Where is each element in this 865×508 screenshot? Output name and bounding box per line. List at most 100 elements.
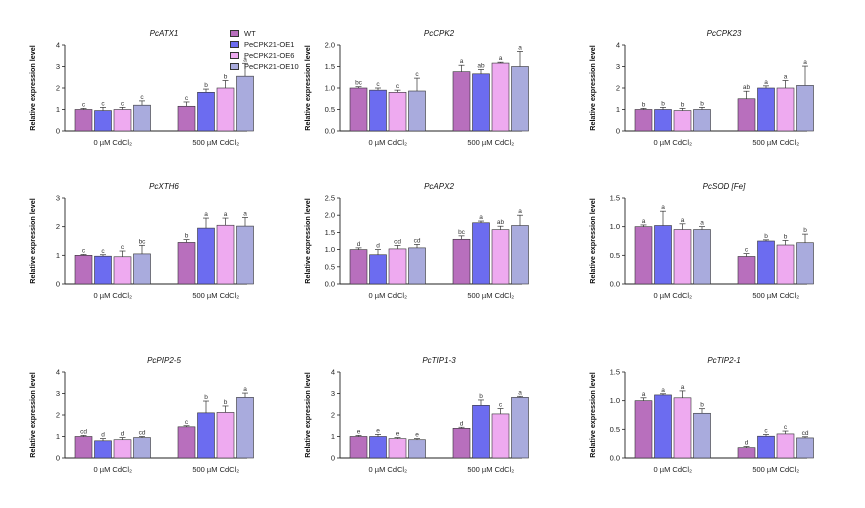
legend-label: PeCPK21-OE6 <box>244 51 295 60</box>
bar <box>796 85 814 132</box>
y-tick-label: 2 <box>56 222 60 231</box>
y-tick-label: 1.0 <box>610 222 620 231</box>
significance-letter: c <box>415 71 419 78</box>
bar <box>776 244 795 285</box>
bar <box>673 110 692 132</box>
bar <box>776 87 795 132</box>
bar <box>94 255 112 285</box>
significance-letter: ab <box>743 84 751 91</box>
significance-letter: c <box>82 101 86 108</box>
y-tick-label: 3 <box>56 389 60 398</box>
bar <box>113 256 132 285</box>
y-tick-label: 1 <box>56 251 60 260</box>
bar <box>388 438 407 459</box>
chart-title: PcCPK23 <box>707 29 742 38</box>
x-category-label: 500 µM CdCl₂ <box>192 138 239 147</box>
legend-label: PeCPK21-OE1 <box>244 40 295 49</box>
significance-letter: a <box>803 59 807 66</box>
chart-panel: PcTIP1-3 Relative expression level 0 1 2 3 4 e e… <box>303 356 529 474</box>
legend-label: PeCPK21-OE10 <box>244 62 299 71</box>
significance-letter: c <box>101 100 105 107</box>
bar <box>776 433 795 459</box>
bar <box>693 109 711 132</box>
chart-panel: PcAPX2 Relative expression level 0.0 0.5 1.0… <box>303 182 529 300</box>
y-axis-label: Relative expression level <box>28 45 37 131</box>
bar <box>634 400 653 459</box>
y-tick-label: 0 <box>616 127 620 136</box>
significance-letter: b <box>204 82 208 89</box>
significance-letter: c <box>499 402 503 409</box>
chart-title: PcPIP2-5 <box>147 356 181 365</box>
significance-letter: a <box>460 58 464 65</box>
significance-letter: a <box>784 73 788 80</box>
bar <box>654 394 672 459</box>
y-tick-label: 0.5 <box>610 425 620 434</box>
significance-letter: d <box>376 243 380 250</box>
bar <box>369 89 387 132</box>
y-tick-label: 2.0 <box>325 41 335 50</box>
y-axis-label: Relative expression level <box>303 45 312 131</box>
significance-letter: b <box>642 101 646 108</box>
significance-letter: c <box>185 95 189 102</box>
bar <box>216 224 235 285</box>
bar <box>94 110 112 132</box>
y-axis-label: Relative expression level <box>303 372 312 458</box>
significance-letter: a <box>204 211 208 218</box>
significance-letter: b <box>661 100 665 107</box>
y-axis-label: Relative expression level <box>28 198 37 284</box>
significance-letter: b <box>185 233 189 240</box>
significance-letter: d <box>745 440 749 447</box>
chart-title: PcAPX2 <box>424 182 454 191</box>
y-tick-label: 0 <box>56 454 60 463</box>
significance-letter: c <box>784 424 788 431</box>
bar <box>349 436 368 459</box>
x-category-label: 500 µM CdCl₂ <box>752 291 799 300</box>
bar <box>133 253 151 285</box>
y-tick-label: 2 <box>56 84 60 93</box>
chart-panel: PcSOD [Fe] Relative expression level 0.0 0.… <box>588 182 814 300</box>
bar <box>511 225 529 285</box>
bar <box>216 412 235 459</box>
y-tick-label: 4 <box>56 41 60 50</box>
significance-letter: c <box>101 248 105 255</box>
bar <box>369 436 387 459</box>
chart-panel: PcCPK2 Relative expression level 0.0 0.5 1.0… <box>303 29 529 147</box>
bar <box>737 256 756 285</box>
significance-letter: a <box>243 210 247 217</box>
significance-letter: a <box>764 79 768 86</box>
bar <box>737 447 756 459</box>
significance-letter: c <box>185 419 189 426</box>
bar <box>634 109 653 132</box>
y-axis-label: Relative expression level <box>588 198 597 284</box>
y-tick-label: 4 <box>331 368 335 377</box>
y-tick-label: 2 <box>56 411 60 420</box>
y-tick-label: 1 <box>616 105 620 114</box>
x-category-label: 0 µM CdCl₂ <box>94 138 133 147</box>
y-tick-label: 0.0 <box>325 280 335 289</box>
x-category-label: 500 µM CdCl₂ <box>752 465 799 474</box>
significance-letter: cd <box>394 238 401 245</box>
significance-letter: a <box>243 386 247 393</box>
bar <box>408 90 426 132</box>
legend-item-oe6: PeCPK21-OE6 <box>230 50 299 61</box>
bar <box>757 435 775 459</box>
legend-swatch <box>230 30 239 37</box>
x-category-label: 0 µM CdCl₂ <box>654 291 693 300</box>
bar <box>757 87 775 132</box>
bar <box>177 426 196 459</box>
significance-letter: bc <box>139 238 147 245</box>
significance-letter: b <box>764 233 768 240</box>
significance-letter: a <box>661 204 665 211</box>
legend-swatch <box>230 52 239 59</box>
bar <box>408 439 426 459</box>
bar <box>177 242 196 285</box>
bar <box>654 225 672 285</box>
bar <box>757 240 775 285</box>
y-axis-label: Relative expression level <box>303 198 312 284</box>
significance-letter: a <box>479 214 483 221</box>
bar <box>472 222 490 285</box>
y-tick-label: 0 <box>56 280 60 289</box>
significance-letter: a <box>642 218 646 225</box>
significance-letter: b <box>204 394 208 401</box>
bar <box>349 87 368 132</box>
